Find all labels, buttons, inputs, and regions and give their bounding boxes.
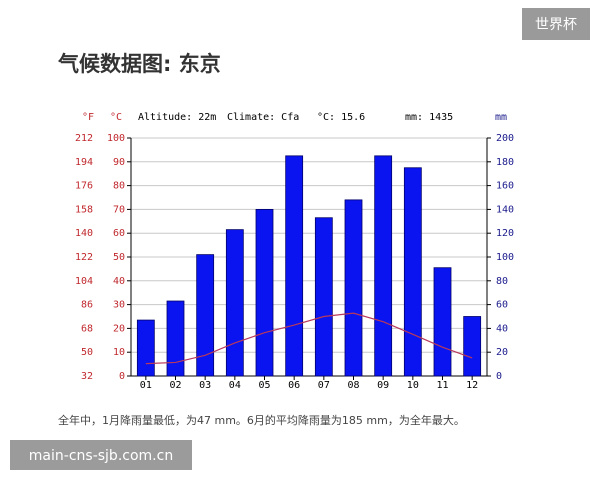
y-tick-label: 80 [113, 181, 125, 192]
y-tick-label: 20 [113, 323, 125, 334]
annotation: °C: 15.6 [317, 112, 365, 123]
y2-tick-label: 100 [496, 252, 514, 263]
y3-tick-label: 68 [81, 323, 93, 334]
x-tick-label: 08 [347, 380, 359, 391]
x-tick-label: 05 [258, 380, 270, 391]
chart-title: 气候数据图: 东京 [57, 52, 221, 76]
x-tick-label: 11 [436, 380, 448, 391]
y-tick-label: 90 [113, 157, 125, 168]
bar [463, 316, 482, 377]
y2-tick-label: 200 [496, 133, 514, 144]
y-tick-label: 50 [113, 252, 125, 263]
y2-tick-label: 20 [496, 347, 508, 358]
badge: 世界杯 [535, 17, 577, 33]
bar [314, 217, 333, 377]
bar [433, 267, 452, 377]
y2-tick-label: 60 [496, 300, 508, 311]
y3-tick-label: 212 [75, 133, 93, 144]
y3-tick-label: 32 [81, 371, 93, 382]
x-tick-label: 06 [288, 380, 300, 391]
x-tick-label: 12 [466, 380, 478, 391]
y3-tick-label: 50 [81, 347, 93, 358]
annotation: Climate: Cfa [227, 112, 299, 123]
x-tick-label: 04 [229, 380, 241, 391]
x-tick-label: 07 [318, 380, 330, 391]
y3-tick-label: 176 [75, 181, 93, 192]
y2-tick-label: 80 [496, 276, 508, 287]
temperature-line [145, 312, 473, 365]
bar [225, 229, 244, 377]
y2-tick-label: 40 [496, 323, 508, 334]
annotation: mm: 1435 [405, 112, 453, 123]
badge-box [522, 8, 590, 40]
bar [196, 254, 215, 377]
y-tick-label: 60 [113, 228, 125, 239]
y3-tick-label: 158 [75, 204, 93, 215]
annotation: Altitude: 22m [138, 112, 216, 123]
bar [344, 199, 363, 377]
x-tick-label: 02 [169, 380, 181, 391]
y3-axis-label: °F [82, 112, 94, 123]
y2-axis-label: mm [495, 112, 507, 123]
y3-tick-label: 122 [75, 252, 93, 263]
bar [374, 155, 393, 377]
x-tick-label: 01 [140, 380, 152, 391]
y2-tick-label: 140 [496, 204, 514, 215]
x-tick-label: 09 [377, 380, 389, 391]
bar [403, 167, 422, 377]
y2-tick-label: 160 [496, 181, 514, 192]
y-tick-label: 0 [119, 371, 125, 382]
y-tick-label: 10 [113, 347, 125, 358]
x-tick-label: 10 [407, 380, 419, 391]
bar [255, 208, 274, 377]
watermark-box [10, 440, 192, 470]
y2-tick-label: 120 [496, 228, 514, 239]
y2-tick-label: 180 [496, 157, 514, 168]
y3-tick-label: 140 [75, 228, 93, 239]
watermark: main-cns-sjb.com.cn [29, 448, 173, 464]
y-tick-label: 40 [113, 276, 125, 287]
caption: 全年中，1月降雨量最低，为47 mm。6月的平均降雨量为185 mm，为全年最大… [58, 413, 465, 427]
bar [136, 319, 155, 377]
y-tick-label: 30 [113, 300, 125, 311]
y3-tick-label: 194 [75, 157, 93, 168]
y3-tick-label: 104 [75, 276, 93, 287]
y-axis-label: °C [110, 112, 122, 123]
bar [166, 300, 185, 377]
y2-tick-label: 0 [496, 371, 502, 382]
x-tick-label: 03 [199, 380, 211, 391]
y-tick-label: 100 [107, 133, 125, 144]
bar [285, 155, 304, 377]
y3-tick-label: 86 [81, 300, 93, 311]
y-tick-label: 70 [113, 204, 125, 215]
